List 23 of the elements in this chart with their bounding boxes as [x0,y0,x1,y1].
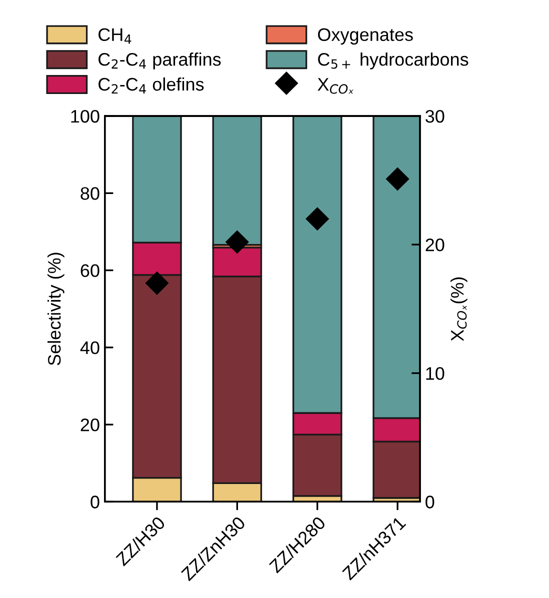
legend-label: Oxygenates [318,28,413,45]
legend-label: C$_{2}$-C$_{4}$ olefins [98,77,204,94]
y2-tick-label: 0 [426,496,434,508]
point [226,230,249,254]
y2-tick-label: 20 [426,238,444,252]
y-tick-label: 100 [71,110,100,123]
point [306,207,329,230]
legend-label: C$_{2}$-C$_{4}$ paraffins [98,52,221,70]
point [386,168,410,191]
y2-axis-title: X$_{COₓ}$(%) [450,277,468,342]
legend-label: X$_{COₓ}$ [318,78,354,94]
bar [212,116,262,246]
y-tick-label: 20 [80,418,100,432]
y2-tick-label: 10 [426,367,444,380]
legend-label: C$_{5+}$ hydrocarbons [318,52,468,70]
point [145,272,168,295]
y-tick-label: 60 [80,264,100,278]
legend-label: CH$_{4}$ [98,28,132,44]
y-tick-label: 40 [80,341,100,354]
y2-tick-label: 30 [426,110,444,123]
y-tick-label: 0 [90,496,100,508]
y-tick-label: 80 [80,187,100,200]
y-axis-title: Selectivity (%) [47,252,64,366]
